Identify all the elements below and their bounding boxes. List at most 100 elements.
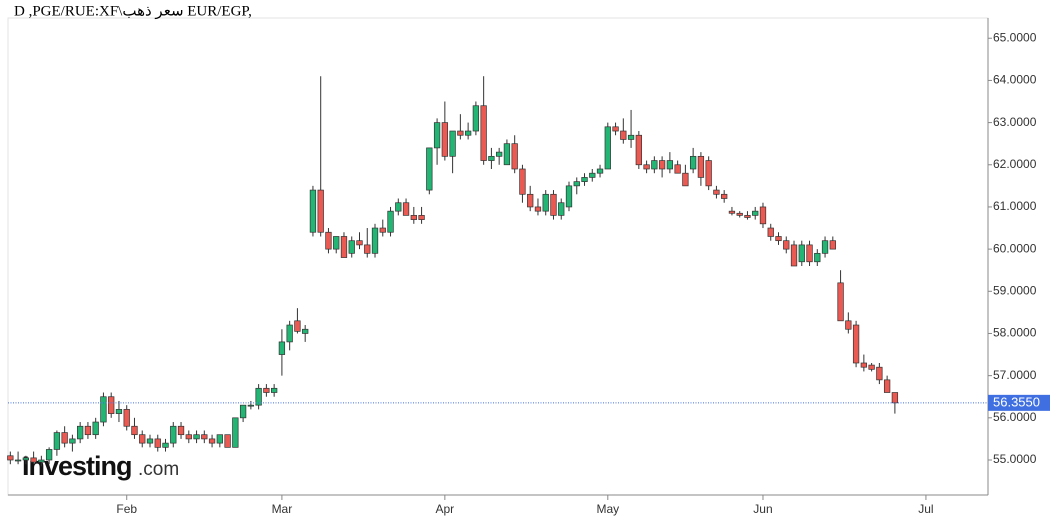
candle-body: [162, 442, 169, 448]
y-tick-label: 57.0000: [993, 368, 1037, 382]
candle-body: [883, 379, 891, 393]
candle-body: [395, 202, 402, 212]
x-tick-label: Mar: [272, 502, 293, 516]
candle-body: [433, 122, 441, 149]
candle-body: [100, 396, 107, 423]
candle-body: [542, 193, 549, 212]
candle-body: [550, 193, 557, 216]
candle-body: [635, 134, 642, 166]
candle-body: [852, 324, 860, 364]
watermark: .com: [138, 459, 179, 480]
candle-body: [713, 189, 720, 195]
candle-body: [410, 215, 417, 220]
candle-body: [255, 387, 262, 406]
candle-body: [61, 432, 68, 444]
candle-body: [216, 434, 223, 444]
candle-body: [387, 210, 394, 233]
candle-body: [123, 409, 130, 427]
candle-body: [84, 425, 92, 436]
candle-body: [45, 449, 53, 461]
candle-body: [418, 215, 425, 220]
candle-body: [845, 320, 852, 330]
candle-body: [806, 244, 813, 263]
candle-body: [519, 168, 526, 195]
candle-body: [876, 366, 883, 381]
candle-body: [860, 362, 868, 368]
candle-body: [364, 244, 371, 254]
candle-body: [131, 425, 138, 436]
candle-body: [302, 328, 309, 334]
candle-body: [224, 434, 231, 448]
candle-body: [759, 206, 767, 225]
candle-body: [208, 438, 216, 444]
candle-body: [627, 134, 635, 140]
y-tick-label: 60.0000: [993, 241, 1037, 255]
candle-body: [472, 105, 480, 132]
candle-body: [185, 434, 192, 440]
x-tick-label: Jun: [753, 502, 772, 516]
candle-body: [744, 215, 751, 218]
candle-body: [270, 387, 278, 393]
candle-body: [309, 189, 317, 233]
candle-body: [239, 404, 247, 419]
candle-body: [752, 210, 759, 216]
candle-body: [612, 126, 619, 132]
y-tick-label: 62.0000: [993, 157, 1037, 171]
candle-body: [356, 240, 363, 246]
candle-body: [108, 396, 115, 414]
candle-body: [201, 434, 208, 440]
candle-body: [511, 143, 518, 170]
candle-body: [674, 164, 681, 174]
last-price-label: 56.3550: [993, 394, 1040, 409]
candle-body: [767, 227, 774, 237]
candle-body: [596, 168, 604, 174]
candle-body: [775, 236, 782, 242]
candle-body: [317, 189, 324, 233]
candle-body: [449, 130, 456, 157]
y-tick-label: 65.0000: [993, 30, 1037, 44]
candle-body: [682, 172, 689, 187]
last-price-box: [988, 394, 1050, 411]
candle-body: [38, 459, 45, 463]
candle-body: [891, 392, 899, 404]
candle-body: [247, 404, 255, 407]
candle-body: [728, 210, 736, 214]
candle-body: [348, 240, 355, 254]
candle-body: [705, 160, 712, 187]
candle-body: [783, 240, 790, 250]
candle-body: [581, 177, 588, 182]
candle-body: [503, 143, 511, 166]
candle-body: [790, 244, 798, 267]
candle-body: [837, 282, 844, 322]
candle-body: [294, 320, 301, 332]
candle-body: [488, 155, 495, 161]
candle-body: [534, 206, 542, 212]
x-tick-label: Jul: [918, 502, 933, 516]
candle-body: [643, 164, 650, 170]
candle-body: [379, 227, 386, 233]
candle-body: [558, 202, 565, 216]
candle-body: [263, 387, 270, 393]
candle-body: [620, 130, 627, 140]
candle-body: [464, 130, 472, 136]
candle-body: [22, 457, 29, 461]
x-tick-label: Feb: [116, 502, 137, 516]
candle-body: [697, 155, 705, 178]
candle-body: [426, 147, 433, 191]
candle-body: [77, 425, 84, 440]
candle-body: [666, 160, 674, 170]
candle-body: [193, 434, 200, 440]
candle-body: [340, 236, 348, 258]
candle-body: [573, 181, 580, 187]
candle-body: [868, 364, 875, 370]
candle-body: [139, 434, 146, 444]
candle-body: [92, 421, 99, 436]
candle-body: [154, 438, 161, 448]
candle-body: [30, 457, 37, 463]
candle-body: [371, 227, 379, 254]
x-tick-label: Apr: [436, 502, 455, 516]
y-tick-label: 64.0000: [993, 73, 1037, 87]
candle-body: [170, 425, 177, 444]
chart-title: D ,PGE/RUE:XF\سعر ذهب EUR/EGP,: [14, 3, 252, 19]
